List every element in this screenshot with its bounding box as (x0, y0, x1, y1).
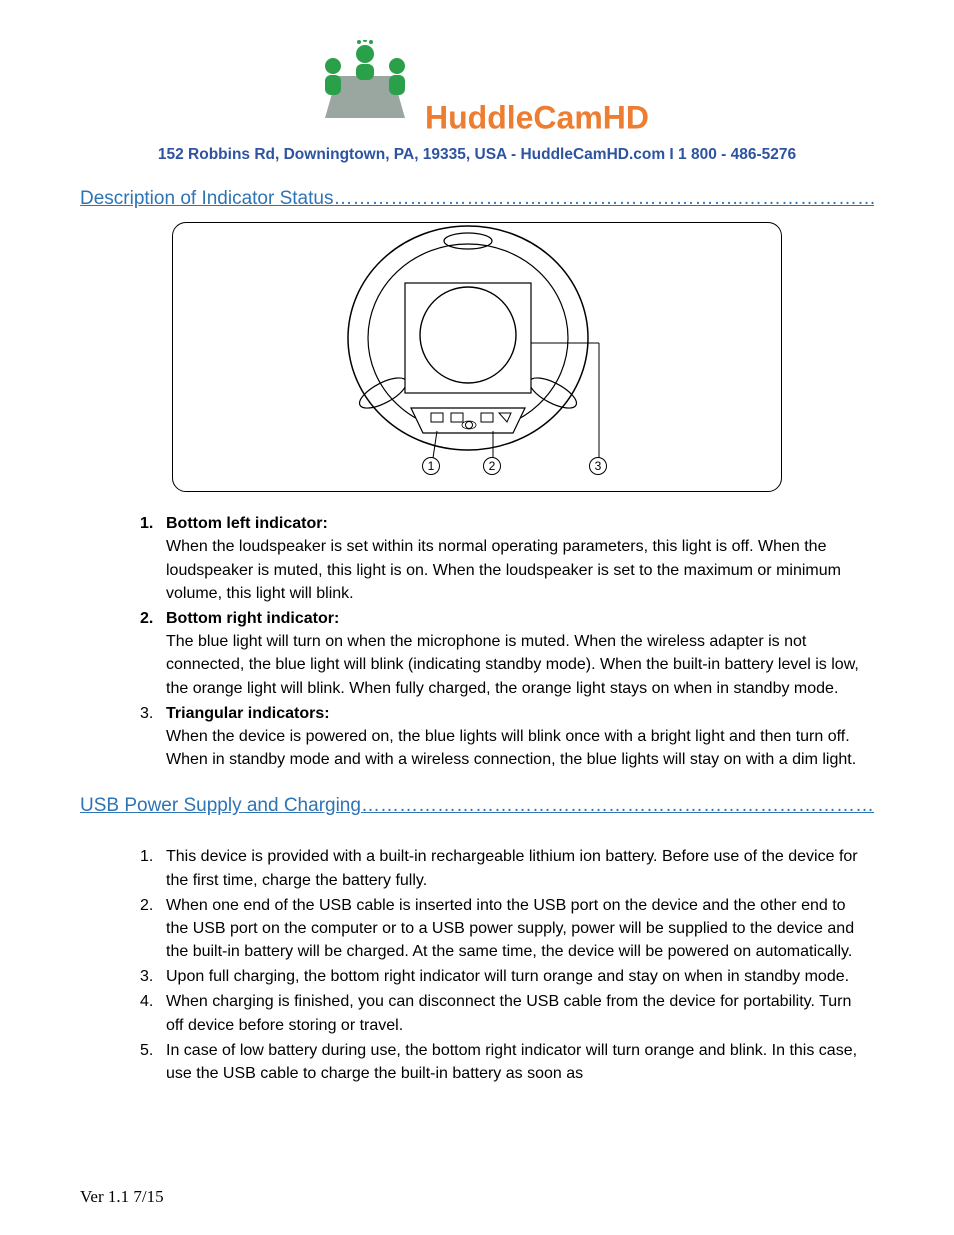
item-text: When one end of the USB cable is inserte… (166, 894, 864, 964)
section2-dots: …………………………………………………………………………… (361, 795, 874, 816)
item-title: Triangular indicators: (166, 705, 330, 722)
diagram-svg (173, 223, 779, 489)
item-text: When the loudspeaker is set within its n… (166, 538, 841, 601)
logo-block: HuddleCamHD (80, 40, 874, 136)
item-number: 2. (140, 894, 166, 964)
section1-heading: Description of Indicator Status………………………… (80, 188, 874, 210)
list-item: 3. Upon full charging, the bottom right … (140, 965, 864, 988)
item-number: 1. (140, 845, 166, 891)
section2-title: USB Power Supply and Charging (80, 795, 361, 816)
item-body: Bottom right indicator: The blue light w… (166, 607, 864, 700)
item-number: 3. (140, 965, 166, 988)
list-item: 2. When one end of the USB cable is inse… (140, 894, 864, 964)
item-number: 4. (140, 990, 166, 1036)
company-address: 152 Robbins Rd, Downingtown, PA, 19335, … (80, 146, 874, 164)
item-text: Upon full charging, the bottom right ind… (166, 965, 864, 988)
logo-icon (305, 40, 425, 122)
section2-heading: USB Power Supply and Charging……………………………… (80, 795, 874, 817)
item-text: This device is provided with a built-in … (166, 845, 864, 891)
item-number: 2. (140, 607, 166, 700)
item-title: Bottom left indicator: (166, 515, 328, 532)
version-footer: Ver 1.1 7/15 (80, 1187, 164, 1207)
section1-dots: ………………………………………………………..………………… (333, 188, 874, 209)
device-diagram: 1 2 3 (172, 222, 782, 492)
item-number: 1. (140, 512, 166, 605)
list-item: 4. When charging is finished, you can di… (140, 990, 864, 1036)
item-body: Bottom left indicator: When the loudspea… (166, 512, 864, 605)
section1-title: Description of Indicator Status (80, 188, 333, 209)
item-text: When charging is finished, you can disco… (166, 990, 864, 1036)
item-number: 3. (140, 702, 166, 772)
list-item: 2. Bottom right indicator: The blue ligh… (140, 607, 864, 700)
brand-name: HuddleCamHD (425, 99, 649, 135)
list-item: 1. Bottom left indicator: When the louds… (140, 512, 864, 605)
section1-list: 1. Bottom left indicator: When the louds… (80, 512, 874, 771)
item-text: In case of low battery during use, the b… (166, 1039, 864, 1085)
item-title: Bottom right indicator: (166, 610, 339, 627)
list-item: 5. In case of low battery during use, th… (140, 1039, 864, 1085)
item-text: The blue light will turn on when the mic… (166, 633, 859, 696)
list-item: 3. Triangular indicators: When the devic… (140, 702, 864, 772)
section2-list: 1. This device is provided with a built-… (80, 845, 874, 1085)
item-text: When the device is powered on, the blue … (166, 728, 856, 768)
item-number: 5. (140, 1039, 166, 1085)
list-item: 1. This device is provided with a built-… (140, 845, 864, 891)
item-body: Triangular indicators: When the device i… (166, 702, 864, 772)
